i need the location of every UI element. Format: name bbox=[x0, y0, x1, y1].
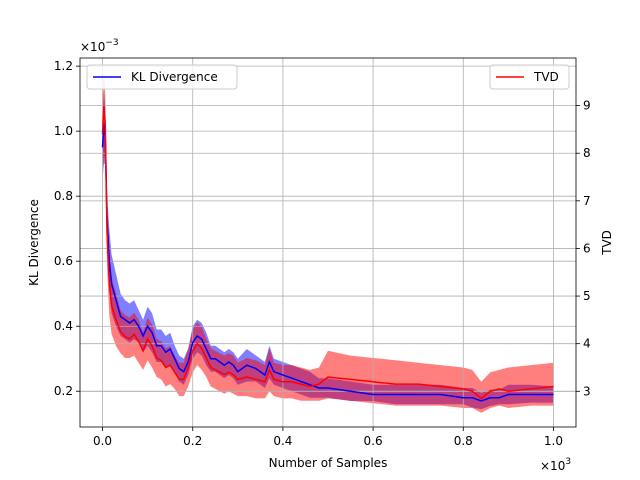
right-y-tick-label: 8 bbox=[583, 146, 591, 160]
x-tick-label: 0.2 bbox=[183, 434, 202, 448]
left-y-axis-label: KL Divergence bbox=[27, 199, 41, 286]
x-tick-label: 1.0 bbox=[544, 434, 563, 448]
left-axis-multiplier: ×10−3 bbox=[80, 38, 119, 54]
x-tick-label: 0.4 bbox=[273, 434, 292, 448]
plot-frame bbox=[79, 57, 577, 428]
right-y-tick-label: 7 bbox=[583, 194, 591, 208]
x-axis-label: Number of Samples bbox=[269, 456, 388, 470]
left-y-tick-label: 1.0 bbox=[54, 124, 73, 138]
right-y-tick-label: 9 bbox=[583, 99, 591, 113]
legend-tvd: TVD bbox=[489, 64, 570, 90]
line-kl bbox=[101, 124, 554, 402]
left-y-tick-label: 1.2 bbox=[54, 59, 73, 73]
x-axis: 0.0 0.2 0.4 0.6 0.8 1.0 bbox=[93, 427, 563, 448]
left-y-tick-label: 0.2 bbox=[54, 384, 73, 398]
x-axis-multiplier: ×103 bbox=[540, 457, 571, 473]
right-y-tick-label: 4 bbox=[583, 337, 591, 351]
x-tick-label: 0.0 bbox=[93, 434, 112, 448]
right-y-tick-label: 3 bbox=[583, 384, 591, 398]
right-y-tick-label: 5 bbox=[583, 289, 591, 303]
right-y-axis: 3 4 5 6 7 8 9 bbox=[576, 99, 591, 398]
legend-kl: KL Divergence bbox=[86, 64, 238, 90]
left-y-tick-label: 0.4 bbox=[54, 319, 73, 333]
series-lines bbox=[101, 105, 554, 402]
legend-tvd-label: TVD bbox=[533, 70, 559, 84]
right-y-tick-label: 6 bbox=[583, 241, 591, 255]
x-tick-label: 0.6 bbox=[364, 434, 383, 448]
line-tvd bbox=[101, 105, 554, 400]
left-y-tick-label: 0.6 bbox=[54, 254, 73, 268]
band-tvd bbox=[102, 72, 554, 413]
left-y-axis: 0.2 0.4 0.6 0.8 1.0 1.2 bbox=[54, 59, 80, 398]
right-y-axis-label: TVD bbox=[600, 230, 614, 256]
x-tick-label: 0.8 bbox=[454, 434, 473, 448]
confidence-bands bbox=[102, 72, 554, 413]
left-y-tick-label: 0.8 bbox=[54, 189, 73, 203]
legend-kl-label: KL Divergence bbox=[131, 70, 218, 84]
